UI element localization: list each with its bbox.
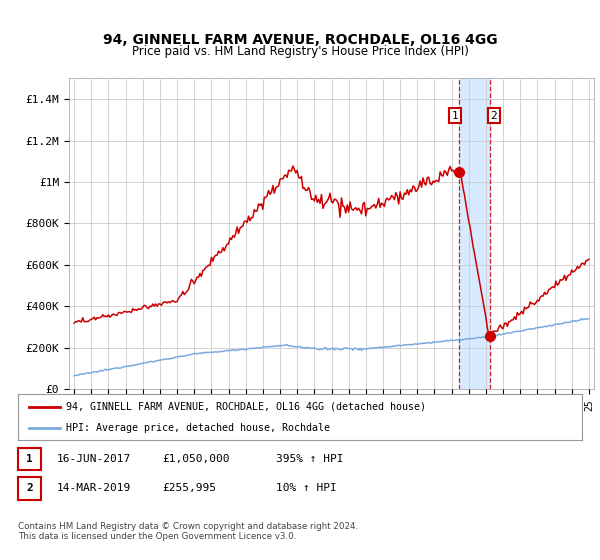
- Text: 1: 1: [452, 111, 458, 121]
- Text: 10% ↑ HPI: 10% ↑ HPI: [276, 483, 337, 493]
- Text: 14-MAR-2019: 14-MAR-2019: [57, 483, 131, 493]
- Text: 94, GINNELL FARM AVENUE, ROCHDALE, OL16 4GG (detached house): 94, GINNELL FARM AVENUE, ROCHDALE, OL16 …: [66, 402, 426, 412]
- Text: Price paid vs. HM Land Registry's House Price Index (HPI): Price paid vs. HM Land Registry's House …: [131, 45, 469, 58]
- Text: HPI: Average price, detached house, Rochdale: HPI: Average price, detached house, Roch…: [66, 423, 330, 433]
- Text: 1: 1: [26, 454, 33, 464]
- Text: 16-JUN-2017: 16-JUN-2017: [57, 454, 131, 464]
- Text: 94, GINNELL FARM AVENUE, ROCHDALE, OL16 4GG: 94, GINNELL FARM AVENUE, ROCHDALE, OL16 …: [103, 33, 497, 47]
- Bar: [460, 78, 490, 389]
- Text: 2: 2: [26, 483, 33, 493]
- Text: £1,050,000: £1,050,000: [162, 454, 229, 464]
- Text: 395% ↑ HPI: 395% ↑ HPI: [276, 454, 343, 464]
- Text: £255,995: £255,995: [162, 483, 216, 493]
- Text: Contains HM Land Registry data © Crown copyright and database right 2024.
This d: Contains HM Land Registry data © Crown c…: [18, 522, 358, 542]
- Text: 2: 2: [490, 111, 497, 121]
